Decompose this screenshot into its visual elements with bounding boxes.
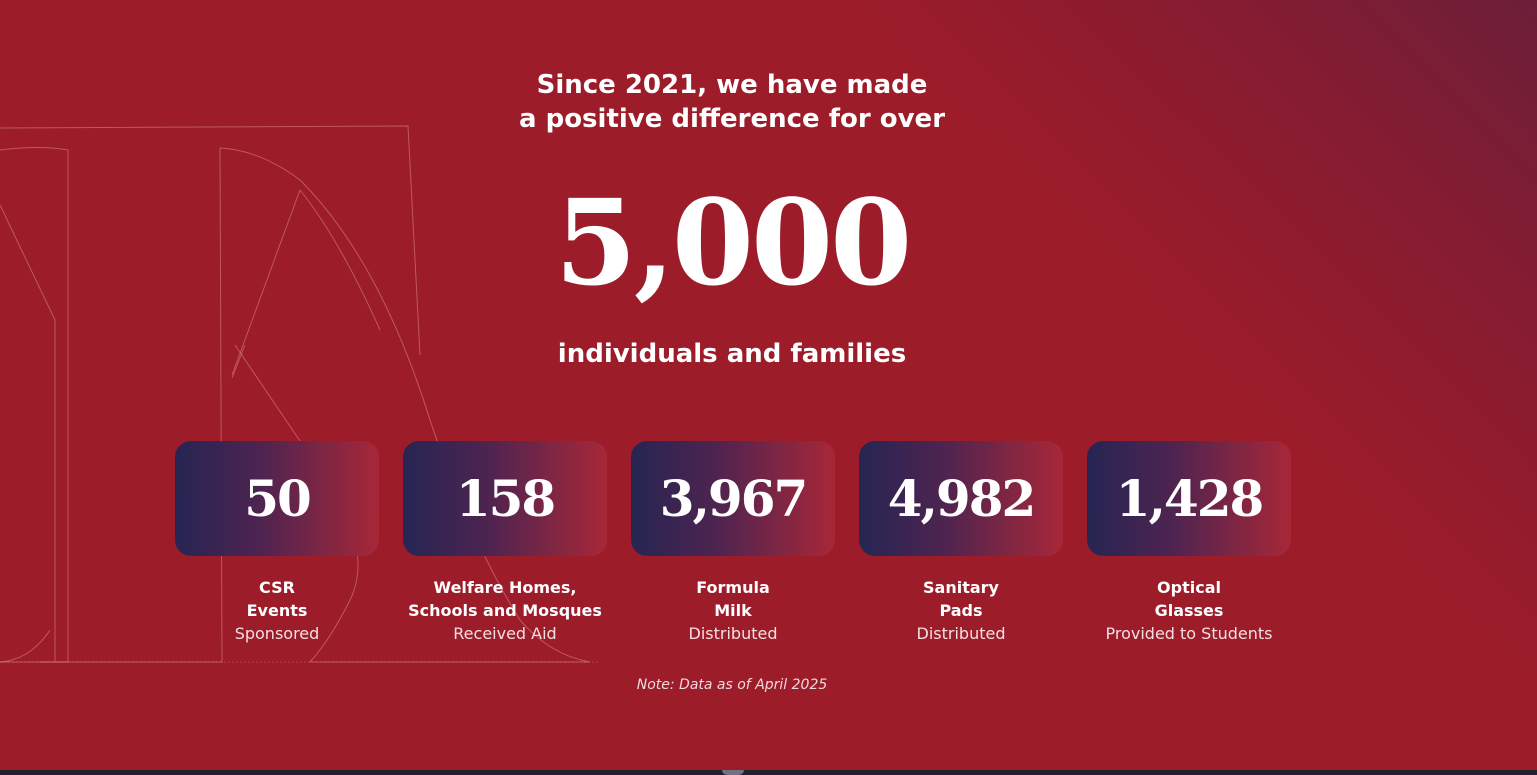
- stat-label-line-1: Optical: [1157, 578, 1221, 597]
- stat-formula-milk: 3,967 Formula Milk Distributed: [631, 441, 835, 645]
- stat-value: 50: [244, 469, 312, 528]
- stat-welfare-homes: 158 Welfare Homes, Schools and Mosques R…: [403, 441, 607, 645]
- stat-sanitary-pads: 4,982 Sanitary Pads Distributed: [859, 441, 1063, 645]
- stat-label: Formula Milk Distributed: [611, 576, 855, 645]
- stat-value: 3,967: [659, 469, 809, 528]
- stat-csr-events: 50 CSR Events Sponsored: [175, 441, 379, 645]
- stat-card: 158: [403, 441, 607, 556]
- stat-label-line-2: Pads: [939, 601, 983, 620]
- stat-label-line-2: Schools and Mosques: [408, 601, 602, 620]
- stat-optical-glasses: 1,428 Optical Glasses Provided to Studen…: [1087, 441, 1291, 645]
- hero-subtitle: individuals and families: [557, 339, 907, 369]
- stat-label-line-1: Welfare Homes,: [433, 578, 577, 597]
- stat-card: 50: [175, 441, 379, 556]
- stat-card: 1,428: [1087, 441, 1291, 556]
- hero-intro-line-1: Since 2021, we have made: [536, 70, 928, 100]
- hero-big-number: 5,000: [554, 173, 913, 312]
- stat-label-line-3: Received Aid: [453, 624, 557, 643]
- stat-label: Sanitary Pads Distributed: [839, 576, 1083, 645]
- stat-label: Optical Glasses Provided to Students: [1067, 576, 1311, 645]
- stat-value: 158: [455, 469, 556, 528]
- stat-label-line-3: Distributed: [916, 624, 1006, 643]
- stat-value: 1,428: [1115, 469, 1265, 528]
- scroll-handle[interactable]: [722, 770, 744, 775]
- stat-label-line-2: Milk: [714, 601, 752, 620]
- stat-label-line-3: Provided to Students: [1105, 624, 1273, 643]
- stat-label: CSR Events Sponsored: [155, 576, 399, 645]
- stat-label-line-1: Formula: [696, 578, 770, 597]
- stat-label-line-2: Glasses: [1154, 601, 1224, 620]
- stat-label: Welfare Homes, Schools and Mosques Recei…: [383, 576, 627, 645]
- stat-value: 4,982: [887, 469, 1037, 528]
- stat-label-line-2: Events: [246, 601, 308, 620]
- hero-intro: Since 2021, we have made a positive diff…: [432, 68, 1032, 136]
- stat-card: 4,982: [859, 441, 1063, 556]
- stat-card: 3,967: [631, 441, 835, 556]
- stat-label-line-1: Sanitary: [923, 578, 999, 597]
- stat-label-line-3: Distributed: [688, 624, 778, 643]
- stat-label-line-1: CSR: [259, 578, 295, 597]
- stat-label-line-3: Sponsored: [234, 624, 320, 643]
- hero-intro-line-2: a positive difference for over: [518, 104, 946, 134]
- data-note: Note: Data as of April 2025: [636, 677, 828, 693]
- bottom-bar: [0, 770, 1537, 775]
